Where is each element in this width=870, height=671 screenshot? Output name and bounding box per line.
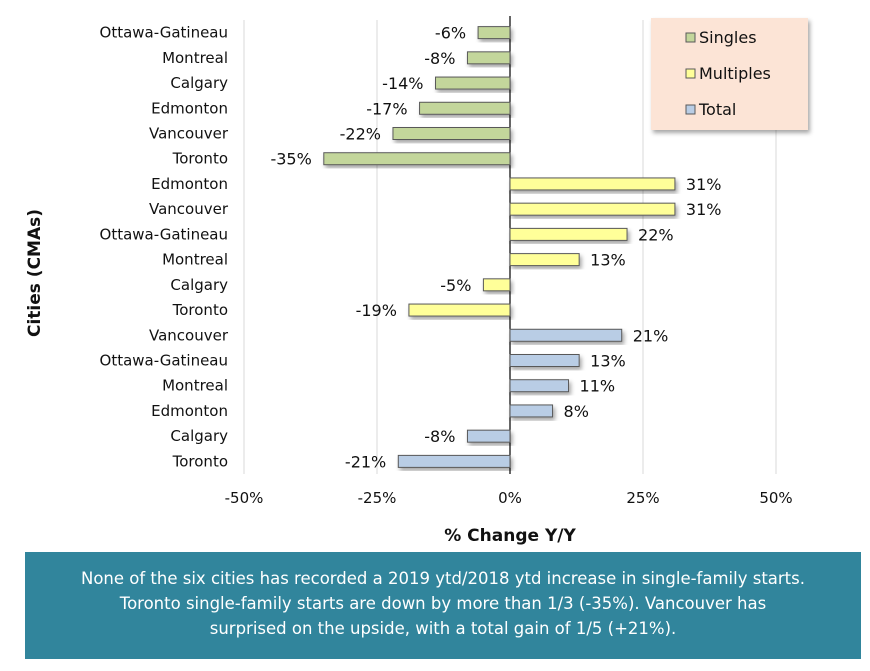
category-label: Calgary bbox=[170, 276, 228, 294]
category-label: Montreal bbox=[162, 251, 228, 269]
legend: Singles Multiples Total bbox=[651, 18, 808, 130]
bar-chart: Ottawa-Gatineau Montreal Calgary Edmonton Va… bbox=[25, 16, 808, 546]
bar-singles bbox=[477, 26, 511, 40]
data-label: -17% bbox=[366, 99, 407, 118]
x-tick-label: 25% bbox=[626, 489, 659, 507]
category-label: Ottawa-Gatineau bbox=[100, 225, 228, 243]
category-label: Edmonton bbox=[151, 99, 228, 117]
legend-label-singles: Singles bbox=[699, 28, 757, 47]
legend-label-multiples: Multiples bbox=[699, 64, 771, 83]
caption-line: Toronto single-family starts are down by… bbox=[119, 594, 767, 613]
data-label: -19% bbox=[356, 301, 397, 320]
category-label: Ottawa-Gatineau bbox=[100, 24, 228, 42]
bar-multiples bbox=[509, 227, 628, 241]
bar-singles bbox=[435, 76, 511, 90]
data-label: -8% bbox=[424, 49, 455, 68]
legend-swatch-multiples bbox=[685, 68, 696, 79]
category-label: Toronto bbox=[172, 150, 228, 168]
bars bbox=[323, 26, 676, 468]
category-label: Edmonton bbox=[151, 402, 228, 420]
data-label: -35% bbox=[270, 150, 311, 169]
category-label: Toronto bbox=[172, 301, 228, 319]
category-label: Montreal bbox=[162, 49, 228, 67]
bar-singles bbox=[419, 101, 511, 115]
x-tick-label: -50% bbox=[225, 489, 264, 507]
bar-total bbox=[509, 328, 623, 342]
data-label: -5% bbox=[440, 276, 471, 295]
category-labels: Ottawa-Gatineau Montreal Calgary Edmonton Va… bbox=[100, 24, 229, 471]
data-label: -8% bbox=[424, 427, 455, 446]
data-label: 11% bbox=[580, 377, 616, 396]
x-tick-label: 0% bbox=[498, 489, 522, 507]
data-label: -6% bbox=[435, 24, 466, 43]
category-label: Montreal bbox=[162, 377, 228, 395]
bar-multiples bbox=[509, 202, 676, 216]
bar-total bbox=[509, 379, 570, 393]
legend-swatch-singles bbox=[685, 32, 696, 43]
x-tick-label: 50% bbox=[759, 489, 792, 507]
bar-multiples bbox=[509, 253, 580, 267]
bar-multiples bbox=[482, 278, 511, 292]
category-label: Vancouver bbox=[149, 200, 229, 218]
category-label: Calgary bbox=[170, 74, 228, 92]
data-label: 13% bbox=[590, 251, 626, 270]
data-label: 31% bbox=[686, 200, 722, 219]
category-label: Ottawa-Gatineau bbox=[100, 352, 228, 370]
bar-total bbox=[466, 429, 511, 443]
bar-singles bbox=[392, 127, 511, 140]
category-label: Calgary bbox=[170, 427, 228, 445]
value-labels: -6%-8%-14%-17%-22%-35%31%31%22%13%-5%-19… bbox=[270, 24, 721, 472]
bar-singles bbox=[323, 152, 511, 166]
category-label: Vancouver bbox=[149, 125, 229, 143]
x-axis-title: % Change Y/Y bbox=[444, 526, 576, 546]
data-label: -21% bbox=[345, 452, 386, 471]
legend-box bbox=[651, 18, 808, 130]
caption-line: None of the six cities has recorded a 20… bbox=[80, 569, 805, 588]
bar-total bbox=[509, 354, 580, 367]
x-tick-labels: -50% -25% 0% 25% 50% bbox=[225, 489, 793, 507]
y-axis-title: Cities (CMAs) bbox=[25, 209, 45, 337]
category-label: Edmonton bbox=[151, 175, 228, 193]
data-label: 21% bbox=[633, 326, 669, 345]
data-label: 22% bbox=[638, 225, 674, 244]
data-label: 31% bbox=[686, 175, 722, 194]
caption-box: None of the six cities has recorded a 20… bbox=[25, 552, 861, 659]
bar-singles bbox=[466, 51, 511, 65]
category-label: Vancouver bbox=[149, 326, 229, 344]
legend-label-total: Total bbox=[698, 100, 736, 119]
bar-multiples bbox=[509, 177, 676, 191]
bar-total bbox=[509, 404, 554, 418]
x-tick-label: -25% bbox=[358, 489, 397, 507]
bar-total bbox=[397, 454, 511, 468]
category-label: Toronto bbox=[172, 452, 228, 470]
data-label: 13% bbox=[590, 352, 626, 371]
legend-swatch-total bbox=[685, 104, 696, 115]
bar-multiples bbox=[408, 303, 511, 317]
data-label: -22% bbox=[340, 125, 381, 144]
data-label: 8% bbox=[564, 402, 589, 421]
data-label: -14% bbox=[382, 74, 423, 93]
caption-line: surprised on the upside, with a total ga… bbox=[209, 619, 677, 638]
